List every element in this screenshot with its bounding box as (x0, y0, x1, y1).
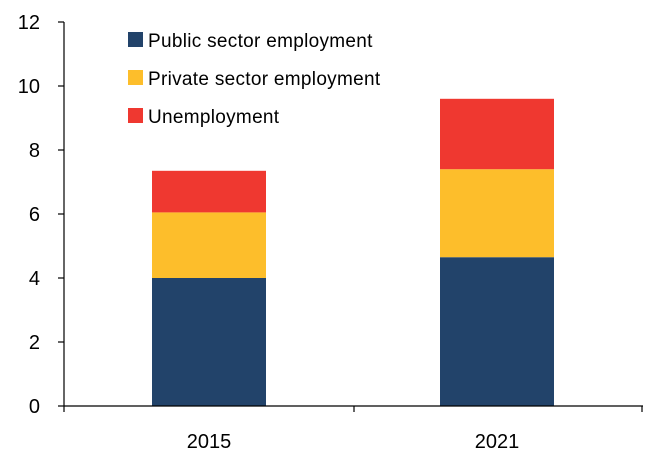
legend-item-unemployment: Unemployment (128, 107, 280, 128)
bars (152, 98, 554, 406)
bar-private-2015 (152, 212, 266, 278)
y-tick-label-0: 0 (29, 396, 40, 418)
legend-swatch-public (128, 32, 143, 47)
bar-unemployment-2021 (440, 98, 554, 170)
bar-unemployment-2015 (152, 170, 266, 213)
legend-item-public: Public sector employment (128, 31, 373, 52)
x-axis-ticks (63, 406, 643, 412)
y-tick-label-10: 10 (18, 76, 40, 98)
y-tick-label-4: 4 (29, 268, 40, 290)
x-tick-label-2021: 2021 (475, 431, 520, 453)
legend: Public sector employment Private sector … (128, 31, 381, 128)
bar-public-2015 (152, 278, 266, 406)
y-tick-label-6: 6 (29, 204, 40, 226)
legend-label-public: Public sector employment (148, 31, 373, 52)
bar-public-2021 (440, 257, 554, 406)
legend-label-unemployment: Unemployment (148, 107, 280, 128)
legend-swatch-unemployment (128, 108, 143, 123)
x-axis-labels: 2015 2021 (187, 431, 520, 453)
bar-private-2021 (440, 169, 554, 258)
y-tick-label-12: 12 (18, 12, 40, 34)
legend-label-private: Private sector employment (148, 69, 381, 90)
legend-item-private: Private sector employment (128, 69, 381, 90)
y-axis-ticks: 0 2 4 6 8 10 12 (18, 12, 64, 418)
y-tick-label-8: 8 (29, 140, 40, 162)
y-tick-label-2: 2 (29, 332, 40, 354)
legend-swatch-private (128, 70, 143, 85)
x-tick-label-2015: 2015 (187, 431, 232, 453)
